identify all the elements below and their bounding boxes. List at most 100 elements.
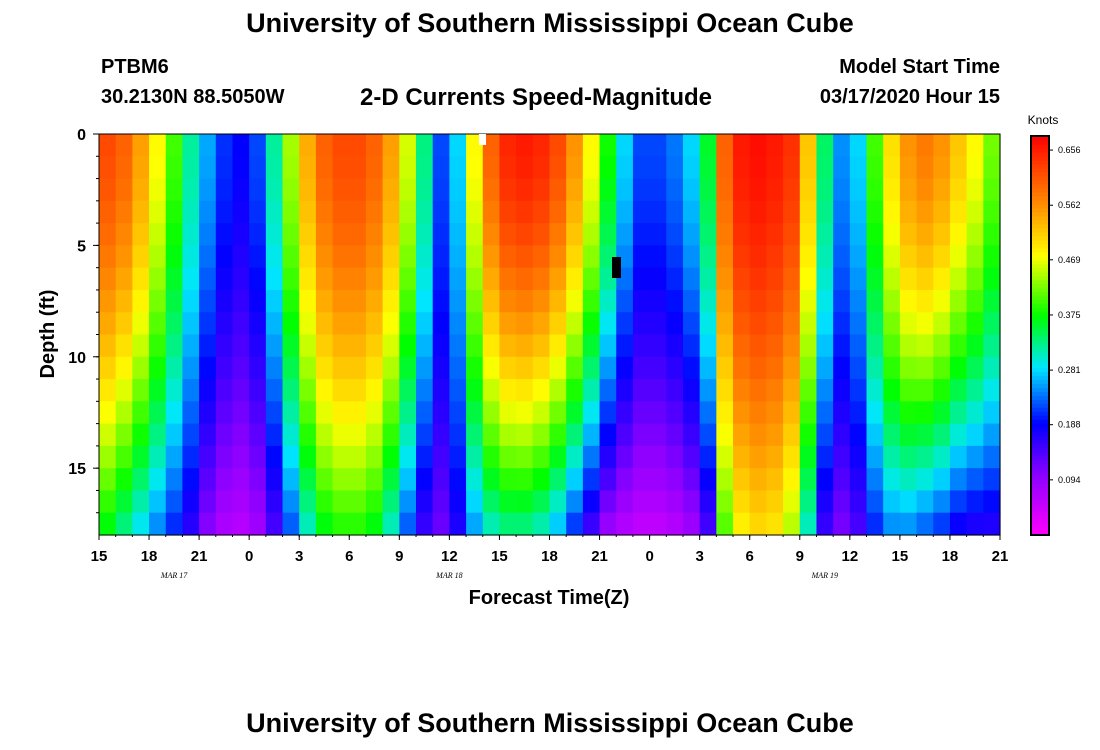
- colorbar-swatch: [1031, 199, 1049, 205]
- heatmap-cell: [949, 334, 968, 358]
- heatmap-cell: [916, 445, 934, 469]
- heatmap-cell: [933, 312, 951, 336]
- heatmap-cell: [866, 401, 884, 425]
- heatmap-cell: [966, 423, 984, 447]
- heatmap-cell: [182, 423, 200, 447]
- heatmap-cell: [899, 289, 918, 313]
- heatmap-cell: [466, 379, 484, 402]
- colorbar-swatch: [1031, 435, 1049, 440]
- heatmap-cell: [649, 267, 667, 291]
- colorbar-swatch: [1031, 455, 1049, 460]
- heatmap-cell: [315, 379, 334, 402]
- heatmap-cell: [666, 134, 684, 157]
- x-tick-label: 21: [591, 548, 608, 565]
- heatmap-cell: [983, 223, 1001, 246]
- heatmap-cell: [132, 312, 150, 336]
- heatmap-cell: [416, 490, 434, 514]
- heatmap-cell: [516, 379, 534, 402]
- heatmap-cell: [983, 289, 1001, 313]
- heatmap-cell: [499, 468, 517, 492]
- heatmap-cell: [616, 178, 634, 202]
- colorbar-swatch: [1031, 207, 1049, 213]
- heatmap-cell: [315, 490, 334, 514]
- heatmap-cell: [849, 289, 868, 313]
- heatmap-cell: [199, 312, 217, 336]
- heatmap-cell: [466, 334, 484, 358]
- heatmap-cell: [682, 490, 701, 514]
- heatmap-cell: [866, 445, 884, 469]
- heatmap-cell: [232, 156, 250, 180]
- heatmap-cell: [766, 223, 784, 246]
- heatmap-cell: [399, 200, 417, 224]
- heatmap-cell: [749, 134, 768, 157]
- heatmap-cell: [466, 245, 484, 269]
- x-tick-label: 12: [441, 548, 458, 565]
- heatmap-cell: [849, 178, 868, 202]
- heatmap-cell: [682, 267, 701, 291]
- heatmap-cell: [549, 401, 567, 425]
- heatmap-cell: [582, 245, 601, 269]
- heatmap-cell: [149, 289, 167, 313]
- heatmap-cell: [199, 423, 217, 447]
- heatmap-cell: [365, 468, 384, 492]
- heatmap-cell: [516, 401, 534, 425]
- heatmap-cell: [749, 445, 768, 469]
- heatmap-cell: [849, 379, 868, 402]
- heatmap-cell: [399, 267, 417, 291]
- heatmap-cell: [382, 356, 400, 380]
- heatmap-cell: [666, 356, 684, 380]
- heatmap-cell: [949, 134, 968, 157]
- heatmap-cell: [165, 289, 184, 313]
- heatmap-cell: [883, 223, 901, 246]
- heatmap-cell: [549, 356, 567, 380]
- heatmap-cell: [699, 468, 717, 492]
- heatmap-cell: [783, 356, 801, 380]
- colorbar: 0.656 0.562 0.469 0.375 0.281 0.188 0.094: [1030, 135, 1081, 536]
- heatmap-cell: [399, 423, 417, 447]
- heatmap-cell: [132, 512, 150, 536]
- heatmap-cell: [165, 401, 184, 425]
- heatmap-cell: [149, 512, 167, 536]
- heatmap-cell: [416, 200, 434, 224]
- heatmap-cell: [616, 490, 634, 514]
- heatmap-cell: [749, 490, 768, 514]
- x-tick-label: 0: [645, 548, 653, 565]
- heatmap-cell: [699, 134, 717, 157]
- heatmap-cell: [149, 468, 167, 492]
- heatmap-cell: [582, 401, 601, 425]
- heatmap-cell: [733, 289, 751, 313]
- heatmap-cell: [282, 156, 300, 180]
- x-tick-label: 6: [345, 548, 353, 565]
- heatmap-cell: [416, 334, 434, 358]
- heatmap-cell: [199, 200, 217, 224]
- heatmap-cell: [899, 334, 918, 358]
- colorbar-swatch: [1031, 187, 1049, 193]
- colorbar-swatch: [1031, 483, 1049, 488]
- heatmap-cell: [182, 356, 200, 380]
- heatmap-cell: [482, 245, 501, 269]
- heatmap-cell: [766, 490, 784, 514]
- heatmap-cell: [365, 223, 384, 246]
- heatmap-cell: [382, 379, 400, 402]
- heatmap-cell: [966, 356, 984, 380]
- heatmap-cell: [883, 245, 901, 269]
- heatmap-cell: [566, 134, 584, 157]
- heatmap-cell: [949, 379, 968, 402]
- heatmap-cell: [799, 223, 818, 246]
- heatmap-cell: [315, 134, 334, 157]
- heatmap-cell: [349, 512, 367, 536]
- heatmap-cell: [799, 200, 818, 224]
- heatmap-cell: [599, 200, 617, 224]
- heatmap-cell: [616, 379, 634, 402]
- heatmap-cell: [566, 379, 584, 402]
- heatmap-cell: [165, 379, 184, 402]
- heatmap-cell: [499, 490, 517, 514]
- heatmap-cell: [516, 468, 534, 492]
- heatmap-cell: [716, 134, 734, 157]
- heatmap-cell: [399, 289, 417, 313]
- colorbar-swatch: [1031, 171, 1049, 177]
- heatmap-cell: [382, 267, 400, 291]
- heatmap-cell: [249, 356, 267, 380]
- x-tick-label: 15: [892, 548, 909, 565]
- heatmap-cell: [933, 423, 951, 447]
